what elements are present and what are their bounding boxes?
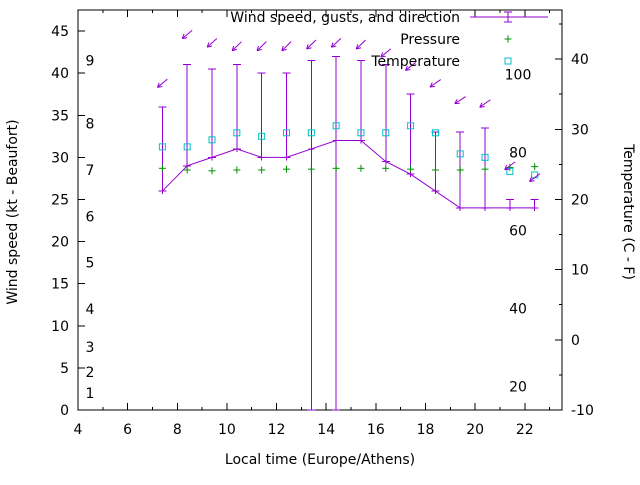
svg-text:25: 25 xyxy=(51,192,69,208)
svg-text:20: 20 xyxy=(51,235,69,251)
svg-text:22: 22 xyxy=(516,422,534,438)
svg-text:10: 10 xyxy=(51,319,69,335)
svg-text:45: 45 xyxy=(51,24,69,40)
svg-text:0: 0 xyxy=(571,333,580,349)
svg-text:60: 60 xyxy=(509,224,527,240)
svg-text:20: 20 xyxy=(571,192,589,208)
svg-text:40: 40 xyxy=(571,52,589,68)
svg-text:16: 16 xyxy=(367,422,385,438)
svg-text:8: 8 xyxy=(173,422,182,438)
svg-text:-10: -10 xyxy=(571,403,594,419)
legend-samples xyxy=(470,12,548,64)
legend-pressure-label: Pressure xyxy=(400,32,460,48)
svg-text:6: 6 xyxy=(123,422,132,438)
svg-text:10: 10 xyxy=(571,263,589,279)
fahrenheit-labels: 20 40 60 80 100 xyxy=(505,68,532,396)
svg-text:10: 10 xyxy=(218,422,236,438)
svg-text:18: 18 xyxy=(417,422,435,438)
x-axis-title: Local time (Europe/Athens) xyxy=(225,452,415,468)
wind-series xyxy=(158,56,538,410)
svg-text:0: 0 xyxy=(60,403,69,419)
svg-text:5: 5 xyxy=(60,361,69,377)
svg-text:35: 35 xyxy=(51,108,69,124)
svg-text:14: 14 xyxy=(317,422,335,438)
axis-ticks xyxy=(78,10,562,410)
svg-text:12: 12 xyxy=(268,422,286,438)
svg-text:30: 30 xyxy=(571,122,589,138)
beaufort-labels: 1 2 3 4 5 6 7 8 9 xyxy=(86,54,95,403)
svg-text:20: 20 xyxy=(466,422,484,438)
svg-text:80: 80 xyxy=(509,146,527,162)
svg-text:100: 100 xyxy=(505,68,532,84)
svg-text:8: 8 xyxy=(86,117,95,133)
plot-border xyxy=(78,10,562,410)
svg-text:3: 3 xyxy=(86,340,95,356)
svg-text:1: 1 xyxy=(86,386,95,402)
svg-text:9: 9 xyxy=(86,54,95,70)
svg-text:4: 4 xyxy=(86,302,95,318)
svg-text:7: 7 xyxy=(86,163,95,179)
pressure-series xyxy=(159,163,538,174)
legend-temperature-label: Temperature xyxy=(370,54,460,70)
svg-text:6: 6 xyxy=(86,209,95,225)
legend-wind-label: Wind speed, gusts, and direction xyxy=(230,10,460,26)
svg-text:20: 20 xyxy=(509,380,527,396)
svg-text:4: 4 xyxy=(74,422,83,438)
right-axis-title: Temperature (C - F) xyxy=(620,143,636,280)
legend: Wind speed, gusts, and direction Pressur… xyxy=(230,10,548,70)
svg-text:15: 15 xyxy=(51,277,69,293)
left-axis-title: Wind speed (kt - Beaufort) xyxy=(5,119,21,304)
svg-text:40: 40 xyxy=(509,302,527,318)
svg-text:5: 5 xyxy=(86,256,95,272)
svg-text:2: 2 xyxy=(86,365,95,381)
svg-text:30: 30 xyxy=(51,150,69,166)
temperature-series xyxy=(159,123,537,178)
svg-text:40: 40 xyxy=(51,66,69,82)
